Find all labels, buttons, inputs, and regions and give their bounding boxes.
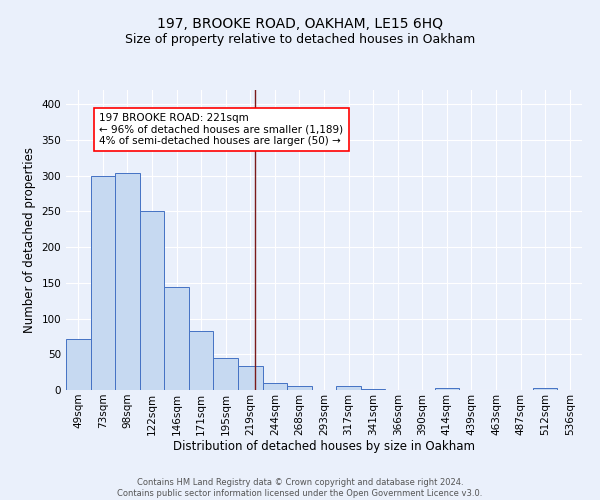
Bar	[189, 330, 214, 390]
Bar	[238, 366, 263, 390]
Bar	[263, 383, 287, 390]
Bar	[336, 386, 361, 390]
Bar	[164, 287, 189, 390]
Bar	[140, 212, 164, 390]
Bar	[91, 176, 115, 390]
Bar	[214, 358, 238, 390]
Bar	[533, 388, 557, 390]
Y-axis label: Number of detached properties: Number of detached properties	[23, 147, 36, 333]
Bar	[434, 388, 459, 390]
Text: Size of property relative to detached houses in Oakham: Size of property relative to detached ho…	[125, 32, 475, 46]
Bar	[115, 173, 140, 390]
Bar	[287, 386, 312, 390]
Text: 197 BROOKE ROAD: 221sqm
← 96% of detached houses are smaller (1,189)
4% of semi-: 197 BROOKE ROAD: 221sqm ← 96% of detache…	[99, 113, 343, 146]
Text: Contains HM Land Registry data © Crown copyright and database right 2024.
Contai: Contains HM Land Registry data © Crown c…	[118, 478, 482, 498]
Bar	[66, 338, 91, 390]
Bar	[361, 388, 385, 390]
Text: 197, BROOKE ROAD, OAKHAM, LE15 6HQ: 197, BROOKE ROAD, OAKHAM, LE15 6HQ	[157, 18, 443, 32]
X-axis label: Distribution of detached houses by size in Oakham: Distribution of detached houses by size …	[173, 440, 475, 454]
